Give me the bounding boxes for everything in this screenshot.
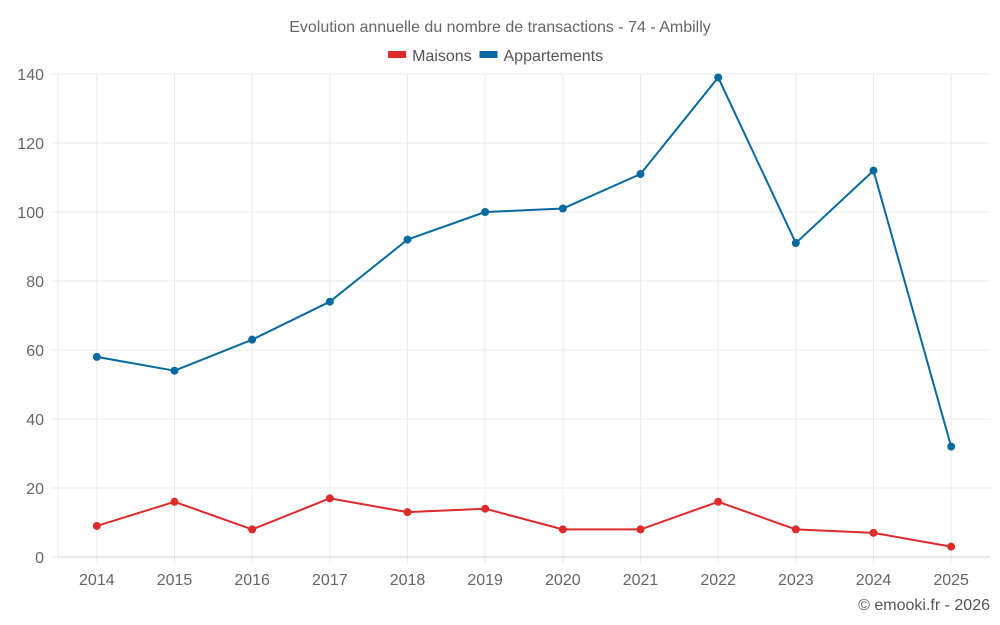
data-point	[558, 525, 567, 534]
y-tick-label: 120	[17, 136, 44, 153]
series-appartements	[92, 73, 956, 451]
legend: Maisons Appartements	[388, 48, 603, 65]
series-maisons	[92, 494, 956, 551]
legend-label-maisons: Maisons	[412, 48, 472, 65]
data-point	[714, 497, 723, 506]
data-point	[170, 497, 179, 506]
data-point	[558, 204, 567, 213]
data-point	[869, 166, 878, 175]
data-point	[481, 208, 490, 216]
data-point	[92, 352, 101, 361]
x-tick-label: 2025	[933, 572, 969, 589]
x-tick-label: 2024	[856, 572, 892, 589]
data-point	[325, 297, 334, 306]
grid	[51, 73, 990, 564]
x-axis: 2014 2015 2016 2017 2018 2019 2020 2021 2022 2023…	[79, 572, 969, 589]
x-tick-label: 2021	[623, 572, 659, 589]
series-line-appartements	[96, 76, 953, 447]
data-point	[92, 521, 101, 530]
x-tick-label: 2015	[157, 572, 193, 589]
legend-swatch-appartements	[479, 51, 498, 58]
chart-title: Evolution annuelle du nombre de transact…	[289, 19, 711, 36]
credit-text: © emooki.fr - 2026	[858, 597, 990, 614]
data-point	[481, 504, 490, 513]
data-point	[714, 73, 723, 82]
x-tick-label: 2023	[778, 572, 814, 589]
y-tick-label: 40	[26, 412, 44, 429]
data-point	[791, 239, 800, 248]
data-point	[636, 170, 645, 179]
data-point	[403, 508, 412, 517]
series-line-maisons	[96, 497, 952, 548]
data-point	[947, 542, 956, 551]
x-tick-label: 2016	[234, 572, 270, 589]
data-point	[403, 235, 412, 244]
data-point	[636, 525, 645, 534]
data-point	[947, 442, 956, 451]
y-tick-label: 60	[26, 343, 44, 360]
legend-swatch-maisons	[388, 51, 407, 58]
x-tick-label: 2018	[390, 572, 426, 589]
data-point	[869, 528, 878, 537]
y-tick-label: 0	[35, 550, 44, 567]
x-tick-label: 2017	[312, 572, 348, 589]
data-point	[170, 366, 179, 375]
series-group	[92, 73, 956, 551]
data-point	[325, 494, 334, 503]
data-point	[248, 525, 257, 534]
y-tick-label: 80	[26, 274, 44, 291]
y-tick-label: 140	[17, 67, 44, 84]
x-tick-label: 2020	[545, 572, 581, 589]
data-point	[248, 335, 257, 344]
data-point	[791, 525, 800, 534]
x-tick-label: 2022	[700, 572, 736, 589]
legend-label-appartements: Appartements	[504, 48, 604, 65]
y-tick-label: 100	[17, 205, 44, 222]
x-tick-label: 2019	[467, 572, 503, 589]
y-axis: 0 20 40 60 80 100 120 140	[17, 67, 44, 567]
x-tick-label: 2014	[79, 572, 115, 589]
y-tick-label: 20	[26, 481, 44, 498]
